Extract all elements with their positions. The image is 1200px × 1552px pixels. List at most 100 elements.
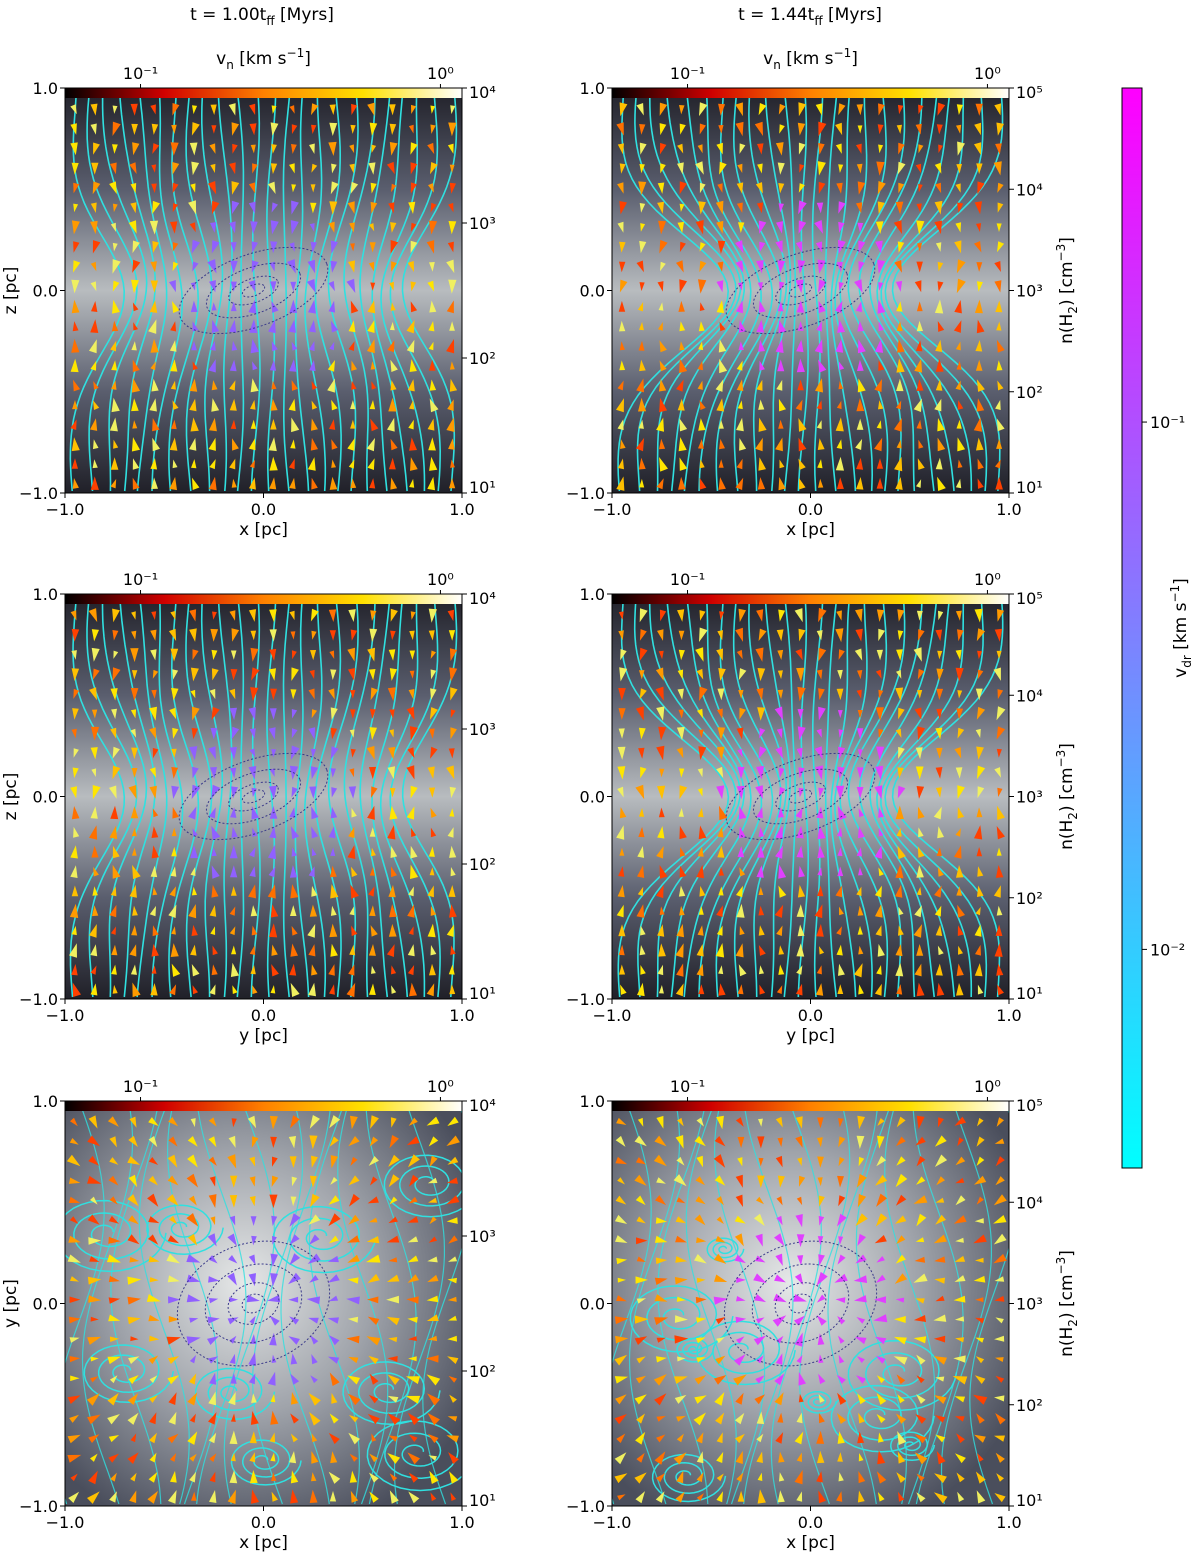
velocity-arrow: [309, 1489, 318, 1503]
velocity-arrow: [616, 825, 625, 840]
velocity-arrow: [169, 280, 176, 293]
velocity-arrow: [619, 279, 628, 293]
velocity-arrow: [838, 381, 844, 390]
velocity-arrow: [149, 1452, 157, 1463]
velocity-arrow: [996, 1117, 1004, 1127]
velocity-arrow: [975, 1471, 986, 1484]
velocity-arrow: [933, 806, 942, 820]
velocity-arrow: [957, 925, 964, 936]
velocity-arrow: [271, 964, 279, 977]
velocity-arrow: [697, 925, 704, 936]
velocity-arrow: [209, 143, 216, 154]
velocity-arrow: [854, 1295, 867, 1303]
velocity-arrow: [656, 1415, 666, 1422]
density-colorbar-label-part: n(H: [1057, 820, 1077, 850]
velocity-arrow: [229, 707, 237, 721]
velocity-arrow: [935, 963, 943, 976]
velocity-arrow: [975, 1356, 985, 1364]
velocity-arrow: [814, 746, 823, 760]
velocity-arrow: [934, 200, 943, 215]
velocity-arrow: [797, 379, 804, 391]
velocity-arrow: [719, 438, 725, 450]
velocity-arrow: [856, 787, 864, 799]
velocity-arrow: [737, 400, 743, 410]
velocity-arrow: [349, 729, 355, 738]
velocity-arrow: [695, 1296, 707, 1304]
velocity-arrow: [898, 182, 905, 194]
velocity-arrow: [109, 1491, 117, 1503]
velocity-arrow: [675, 943, 684, 958]
field-line: [802, 1390, 837, 1414]
velocity-arrow: [977, 181, 985, 195]
velocity-arrow: [995, 1375, 1005, 1383]
velocity-arrow: [836, 610, 842, 621]
velocity-arrow: [186, 1274, 201, 1283]
velocity-arrow: [447, 1296, 457, 1302]
velocity-arrow: [736, 300, 744, 314]
velocity-arrow: [409, 400, 415, 410]
velocity-arrow: [659, 438, 666, 450]
velocity-arrow: [817, 1236, 824, 1246]
velocity-arrow: [896, 1136, 906, 1147]
velocity-arrow: [409, 670, 415, 679]
velocity-arrow: [836, 688, 844, 701]
velocity-arrow: [211, 125, 217, 134]
velocity-arrow: [654, 1277, 668, 1285]
velocity-arrow: [90, 360, 97, 371]
velocity-arrow: [349, 1470, 357, 1483]
velocity-arrow: [151, 123, 159, 135]
x-tick-label: 0.0: [798, 1006, 823, 1025]
velocity-arrow: [168, 1296, 181, 1304]
velocity-arrow: [616, 398, 624, 413]
velocity-arrow: [877, 1118, 885, 1126]
velocity-arrow: [310, 748, 317, 758]
velocity-arrow: [955, 341, 961, 351]
velocity-arrow: [367, 300, 376, 314]
velocity-arrow: [369, 727, 377, 740]
velocity-arrow: [778, 203, 784, 213]
y-tick-label: 0.0: [33, 282, 58, 301]
velocity-arrow: [653, 1374, 667, 1386]
velocity-arrow: [389, 787, 396, 798]
velocity-arrow: [449, 361, 455, 370]
velocity-arrow: [796, 845, 804, 858]
velocity-arrow: [132, 458, 140, 470]
velocity-arrow: [90, 476, 99, 490]
velocity-arrow: [695, 220, 704, 235]
velocity-arrow: [112, 259, 121, 274]
velocity-arrow: [695, 647, 704, 662]
velocity-arrow: [328, 609, 337, 622]
velocity-arrow: [428, 846, 435, 857]
velocity-arrow: [208, 1391, 216, 1406]
velocity-arrow: [936, 708, 943, 720]
velocity-arrow: [996, 122, 1004, 136]
velocity-arrow: [974, 1257, 984, 1263]
velocity-arrow: [71, 279, 80, 294]
velocity-arrow: [736, 202, 743, 213]
density-contour: [178, 246, 329, 335]
velocity-arrow: [430, 669, 437, 680]
velocity-arrow: [857, 905, 864, 916]
velocity-arrow: [897, 339, 905, 353]
velocity-arrow: [738, 964, 747, 977]
velocity-arrow: [716, 766, 724, 778]
velocity-arrow: [679, 241, 686, 253]
velocity-arrow: [388, 202, 395, 214]
density-colorbar-label: n(H2) [cm−3]: [1054, 1250, 1080, 1357]
velocity-arrow: [876, 965, 882, 975]
velocity-arrow: [172, 203, 179, 213]
density-contour: [723, 1240, 878, 1367]
velocity-arrow: [132, 420, 138, 429]
velocity-arrow: [349, 1415, 359, 1423]
velocity-arrow: [391, 183, 397, 193]
velocity-arrow: [291, 184, 297, 193]
velocity-arrow: [329, 341, 335, 351]
velocity-arrow: [227, 1272, 237, 1286]
velocity-arrow: [133, 322, 138, 331]
velocity-arrow: [713, 1253, 727, 1264]
y-tick-label: 0.0: [580, 788, 605, 807]
velocity-arrow: [90, 123, 97, 135]
velocity-arrow: [857, 181, 866, 195]
velocity-arrow: [248, 609, 257, 622]
velocity-arrow: [935, 1434, 946, 1443]
